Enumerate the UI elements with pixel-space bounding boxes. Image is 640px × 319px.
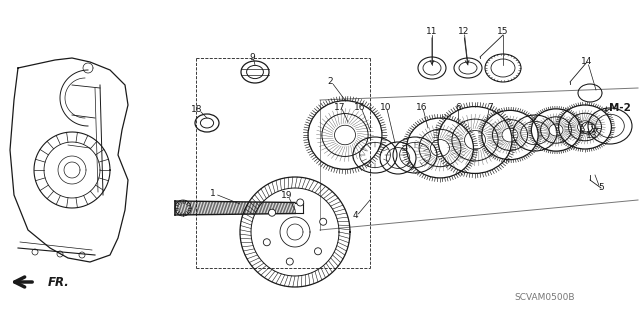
- Text: 12: 12: [458, 27, 470, 36]
- Text: 18: 18: [191, 106, 203, 115]
- Text: 14: 14: [581, 57, 593, 66]
- Circle shape: [314, 248, 321, 255]
- Text: 4: 4: [352, 211, 358, 220]
- Text: 17: 17: [334, 102, 346, 112]
- Text: 5: 5: [598, 183, 604, 192]
- Circle shape: [263, 239, 270, 246]
- Text: 19: 19: [281, 191, 292, 201]
- Text: 7: 7: [487, 102, 493, 112]
- Text: 16: 16: [355, 102, 365, 112]
- Text: 1: 1: [210, 189, 216, 198]
- Circle shape: [320, 218, 326, 225]
- Circle shape: [269, 209, 275, 216]
- Text: 9: 9: [249, 53, 255, 62]
- Text: 2: 2: [327, 78, 333, 86]
- Circle shape: [297, 199, 304, 206]
- Text: 15: 15: [497, 27, 509, 36]
- Text: SCVAM0500B: SCVAM0500B: [515, 293, 575, 302]
- Text: M-2: M-2: [609, 103, 631, 113]
- Text: FR.: FR.: [48, 276, 70, 288]
- Text: 16: 16: [416, 102, 428, 112]
- Text: 6: 6: [455, 102, 461, 112]
- Text: 11: 11: [426, 27, 438, 36]
- Text: 10: 10: [380, 102, 392, 112]
- Circle shape: [286, 258, 293, 265]
- Text: 13: 13: [586, 130, 598, 139]
